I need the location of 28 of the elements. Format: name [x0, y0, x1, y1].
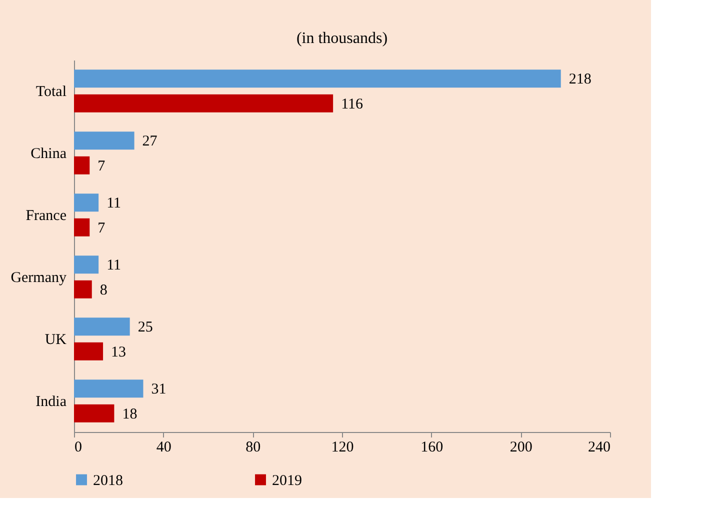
y-tick-label: France — [26, 208, 67, 224]
x-tick-label: 120 — [331, 440, 354, 456]
y-tick-label: China — [30, 146, 67, 162]
chart-title: (in thousands) — [296, 30, 388, 47]
legend-label: 2018 — [93, 472, 123, 489]
data-label: 11 — [106, 196, 122, 212]
x-tick-label: 0 — [74, 440, 82, 456]
y-tick-label: India — [36, 394, 67, 410]
x-tick-label: 80 — [246, 440, 261, 456]
y-tick-label: UK — [44, 332, 67, 348]
y-tick-label: Germany — [10, 270, 67, 286]
x-tick-label: 40 — [156, 440, 172, 456]
data-label: 31 — [151, 382, 166, 398]
data-label: 7 — [98, 220, 106, 236]
legend-label: 2019 — [272, 472, 302, 489]
data-label: 13 — [111, 344, 126, 360]
data-label: 25 — [138, 320, 153, 336]
y-tick-label: Total — [36, 84, 66, 100]
x-tick-label: 200 — [510, 440, 532, 456]
data-label: 27 — [142, 134, 158, 150]
data-label: 8 — [100, 282, 108, 298]
data-label: 11 — [106, 258, 122, 274]
x-tick-label: 240 — [588, 440, 610, 456]
data-label: 218 — [568, 72, 592, 88]
x-tick-label: 160 — [420, 440, 444, 456]
data-label: 7 — [98, 158, 106, 174]
data-label: 116 — [341, 96, 364, 112]
data-label: 18 — [122, 406, 138, 422]
